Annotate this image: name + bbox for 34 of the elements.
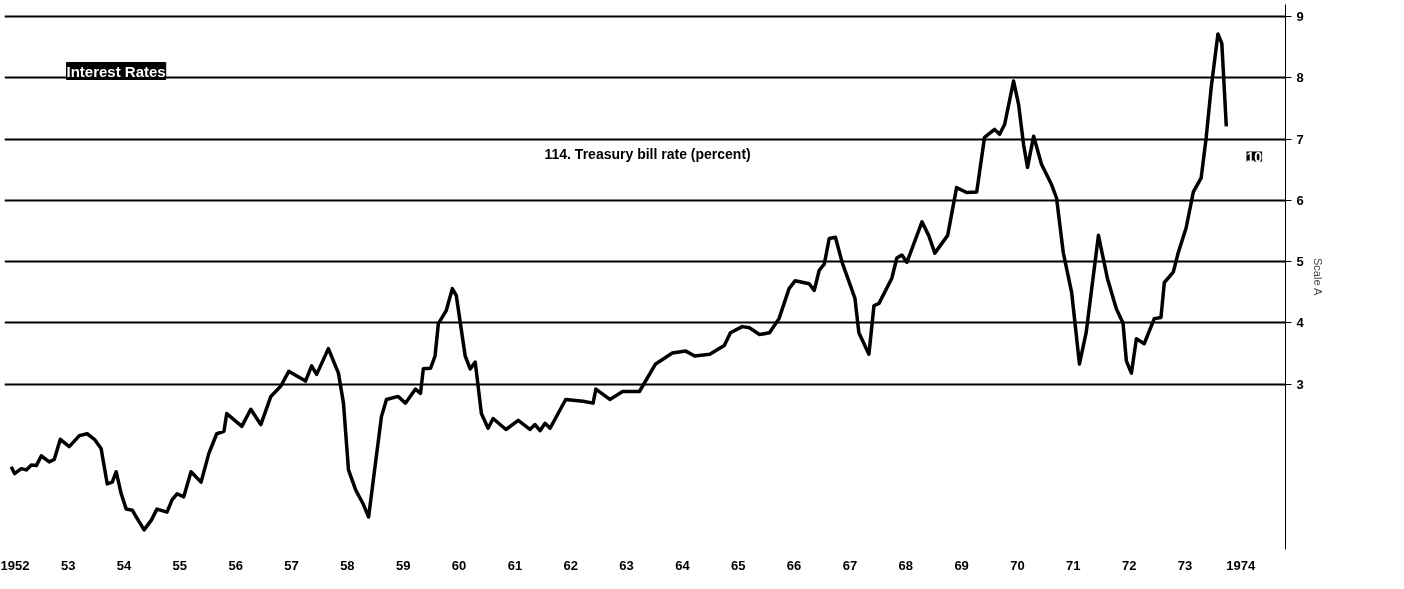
x-tick-label: 70: [1010, 557, 1025, 573]
y-axis-title: Scale A: [1311, 258, 1324, 297]
y-tick-label: 4: [1296, 315, 1305, 331]
x-tick-label: 66: [786, 557, 802, 573]
x-tick-label: 54: [116, 557, 132, 573]
x-tick-label: 56: [228, 557, 243, 573]
x-tick-label: 55: [172, 557, 188, 573]
x-tick-label: 1974: [1226, 557, 1257, 573]
x-tick-label: 64: [675, 557, 691, 573]
x-tick-label: 1952: [0, 557, 30, 573]
x-tick-label: 53: [60, 557, 76, 573]
text: Interest Rates: [66, 62, 166, 80]
annotation: 10: [1246, 148, 1263, 165]
y-tick-label: 9: [1296, 9, 1304, 25]
x-tick-label: 67: [842, 557, 858, 573]
x-tick-label: 63: [619, 557, 634, 573]
text: 114. Treasury bill rate (percent): [544, 145, 751, 162]
y-tick-label: 5: [1296, 254, 1304, 270]
y-tick-label: 7: [1296, 131, 1304, 147]
x-tick-label: 58: [340, 557, 355, 573]
x-tick-label: 62: [563, 557, 578, 573]
y-tick-label: 3: [1296, 376, 1304, 392]
x-tick-label: 65: [731, 557, 746, 573]
x-tick-label: 69: [954, 557, 969, 573]
x-tick-label: 57: [284, 557, 299, 573]
y-tick-label: 8: [1296, 70, 1304, 86]
x-tick-label: 61: [507, 557, 523, 573]
x-tick-label: 73: [1177, 557, 1193, 573]
y-tick-label: 6: [1296, 192, 1304, 208]
x-tick-label: 60: [451, 557, 467, 573]
x-tick-label: 72: [1121, 557, 1137, 573]
x-tick-label: 59: [395, 557, 411, 573]
x-tick-label: 71: [1066, 557, 1081, 573]
x-tick-label: 68: [898, 557, 914, 573]
